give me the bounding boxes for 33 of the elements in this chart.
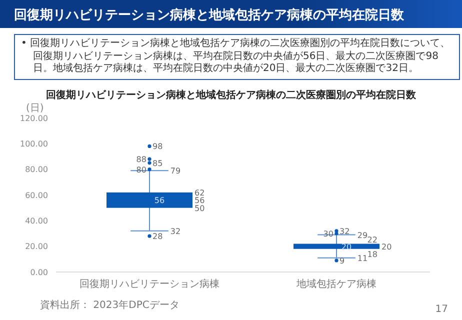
y-tick-label: 0.00 (30, 268, 48, 277)
annotation: 32 (170, 226, 181, 236)
annotation: 9 (339, 256, 345, 266)
annotation: 32 (339, 226, 350, 236)
chart-title: 回復期リハビリテーション病棟と地域包括ケア病棟の二次医療圏別の平均在院日数 (45, 88, 417, 102)
annotation: 18 (367, 250, 378, 259)
annotation: 22 (367, 235, 378, 244)
y-tick-label: 40.00 (25, 216, 48, 226)
text: 17 (435, 304, 448, 315)
y-tick-label: 20.00 (25, 242, 48, 252)
y-tick-label: 120.00 (20, 114, 48, 123)
annotation: 28 (152, 232, 163, 242)
y-tick-label: 100.00 (20, 140, 48, 149)
annotation: 11 (357, 254, 368, 263)
text: • 回復期リハビリテーション病棟と地域包括ケア病棟の二次医療圏別の平均在院日数について、回復期リハビリテーション病棟は、平均在院日数の中央値が56日、最大の二次医療圏で98日。地域包括ケア病棟は、平均在院日数の中央値が20日、最大の二次医療圏で32日。 (14, 34, 460, 80)
y-tick-label: 80.00 (25, 165, 48, 174)
y-axis-title: (日) (26, 102, 44, 115)
annotation: 20 (341, 242, 352, 252)
annotation: 56 (194, 196, 205, 206)
text: 資料出所： 2023年DPCデータ (40, 298, 180, 312)
y-tick-label: 60.00 (25, 190, 48, 200)
annotation: 29 (357, 230, 368, 240)
annotation: 20 (381, 242, 392, 252)
annotation: 98 (152, 142, 163, 152)
x-tick-label: 回復期リハビリテーション病棟 (80, 278, 220, 290)
annotation: 88 (136, 155, 146, 164)
annotation: 56 (154, 196, 165, 206)
annotation: 85 (152, 158, 163, 168)
annotation: 62 (194, 188, 205, 198)
annotation: 79 (170, 166, 181, 176)
annotation: 50 (194, 204, 205, 213)
x-tick-label: 地域包括ケア病棟 (296, 278, 376, 290)
text: 回復期リハビリテーション病棟と地域包括ケア病棟の平均在院日数 (14, 6, 404, 24)
